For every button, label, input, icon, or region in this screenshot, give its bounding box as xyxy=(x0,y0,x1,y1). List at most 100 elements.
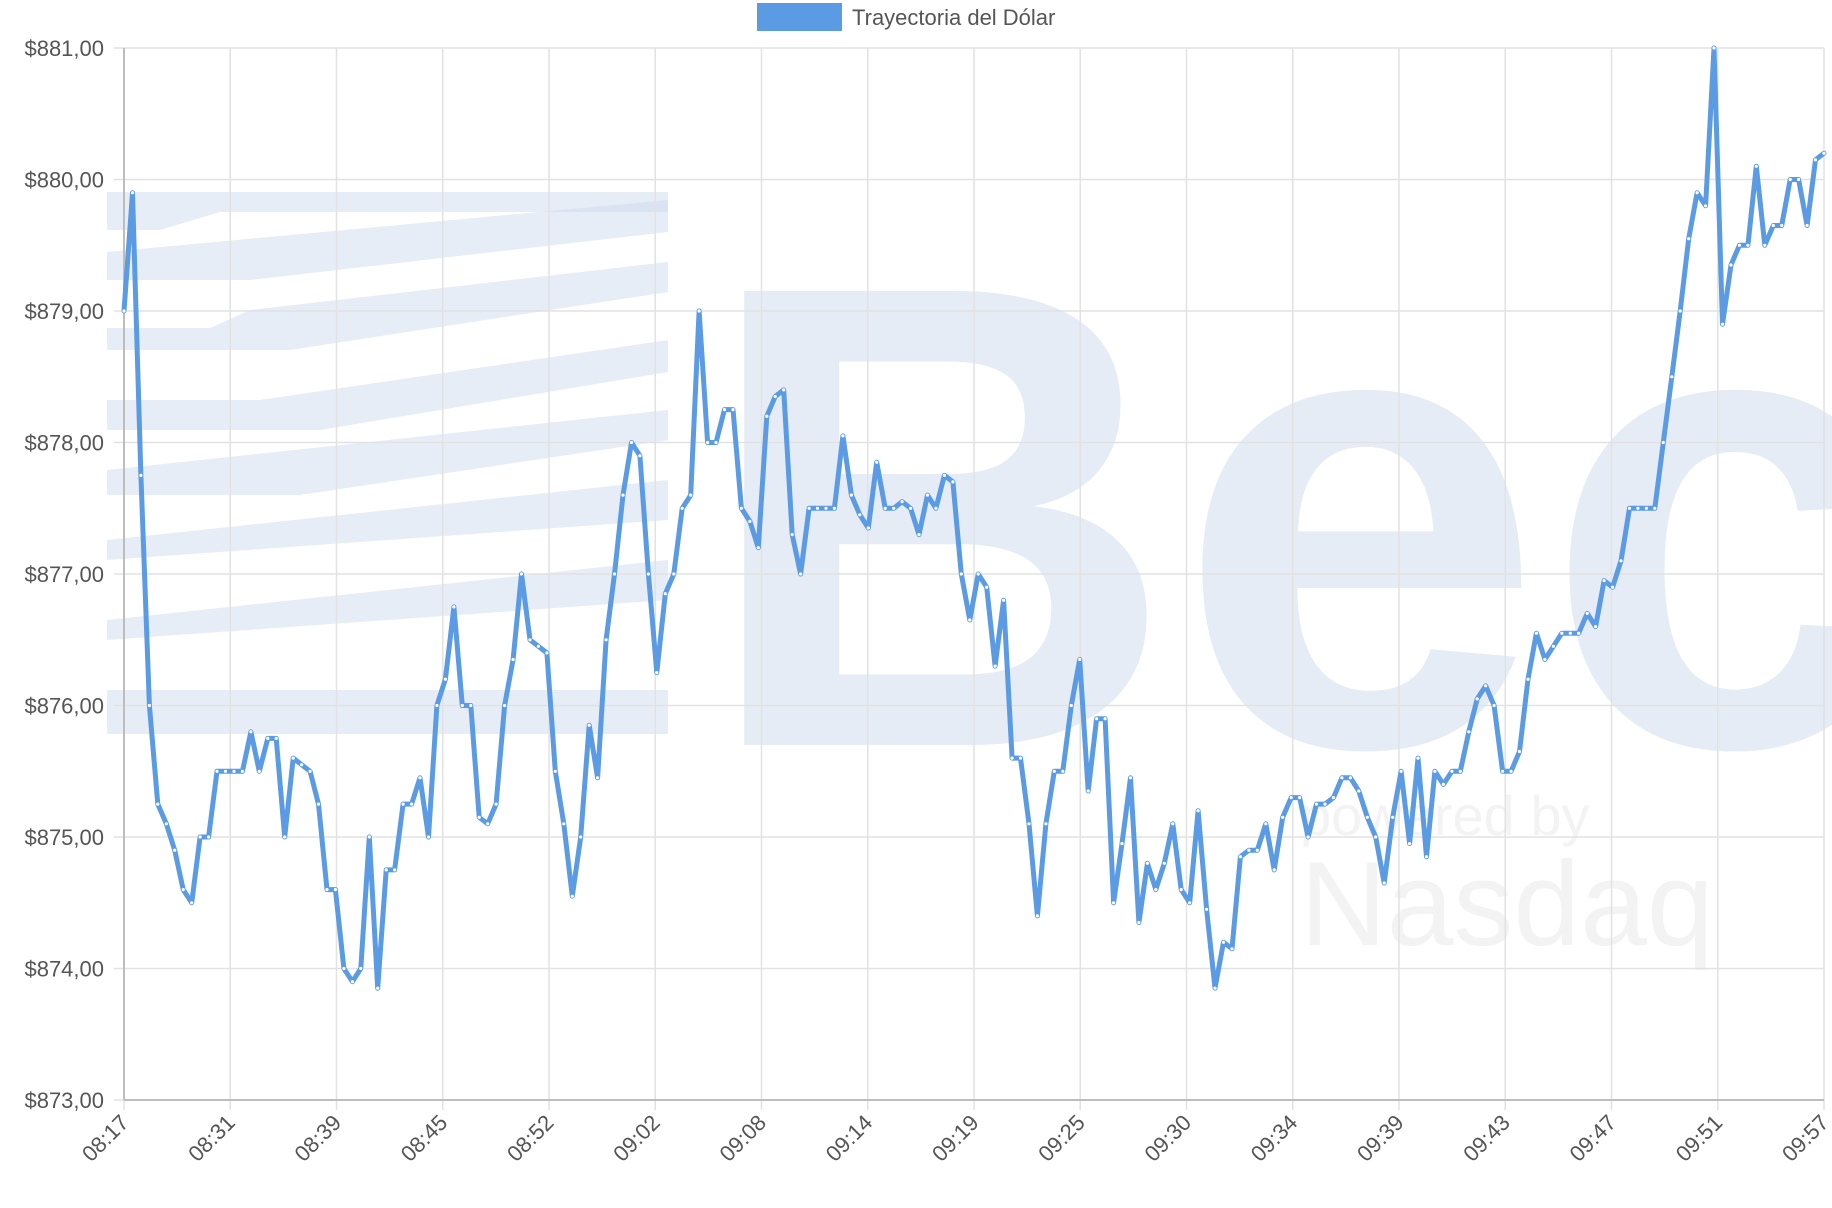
data-point[interactable] xyxy=(909,506,913,510)
data-point[interactable] xyxy=(1179,888,1183,892)
data-point[interactable] xyxy=(1619,559,1623,563)
data-point[interactable] xyxy=(1078,657,1082,662)
data-point[interactable] xyxy=(1594,625,1598,629)
data-point[interactable] xyxy=(1306,835,1310,839)
data-point[interactable] xyxy=(1298,796,1302,800)
data-point[interactable] xyxy=(1205,907,1209,911)
data-point[interactable] xyxy=(951,480,955,484)
data-point[interactable] xyxy=(866,526,870,530)
data-point[interactable] xyxy=(156,802,160,806)
data-point[interactable] xyxy=(1112,901,1116,905)
data-point[interactable] xyxy=(629,440,634,445)
data-point[interactable] xyxy=(706,440,710,445)
data-point[interactable] xyxy=(1467,730,1471,734)
data-point[interactable] xyxy=(342,966,346,971)
data-point[interactable] xyxy=(122,309,126,313)
data-point[interactable] xyxy=(1247,848,1251,852)
data-point[interactable] xyxy=(621,493,625,497)
data-point[interactable] xyxy=(562,822,566,826)
data-point[interactable] xyxy=(1323,802,1327,806)
data-point[interactable] xyxy=(130,191,135,195)
data-point[interactable] xyxy=(257,769,261,773)
data-point[interactable] xyxy=(494,802,498,806)
data-point[interactable] xyxy=(308,769,312,773)
data-point[interactable] xyxy=(756,546,760,550)
data-point[interactable] xyxy=(739,506,744,510)
data-point[interactable] xyxy=(249,730,253,734)
data-point[interactable] xyxy=(1238,855,1242,859)
data-point[interactable] xyxy=(849,493,854,497)
data-point[interactable] xyxy=(672,572,676,576)
data-point[interactable] xyxy=(198,835,202,839)
data-point[interactable] xyxy=(300,763,304,767)
data-point[interactable] xyxy=(968,618,972,622)
data-point[interactable] xyxy=(1103,717,1107,721)
data-point[interactable] xyxy=(519,572,524,576)
data-point[interactable] xyxy=(790,533,794,537)
data-point[interactable] xyxy=(1069,703,1073,708)
data-point[interactable] xyxy=(1746,243,1750,247)
data-point[interactable] xyxy=(384,868,388,872)
data-point[interactable] xyxy=(325,888,329,892)
data-point[interactable] xyxy=(680,506,684,510)
data-point[interactable] xyxy=(207,835,211,839)
data-point[interactable] xyxy=(1044,822,1048,826)
data-point[interactable] xyxy=(1391,815,1395,819)
data-point[interactable] xyxy=(147,703,151,708)
data-point[interactable] xyxy=(604,638,608,642)
data-point[interactable] xyxy=(612,572,617,576)
data-point[interactable] xyxy=(1018,756,1023,760)
data-point[interactable] xyxy=(393,868,397,872)
data-point[interactable] xyxy=(1551,644,1555,648)
data-point[interactable] xyxy=(1585,611,1589,616)
data-point[interactable] xyxy=(697,309,701,313)
data-point[interactable] xyxy=(376,986,380,990)
data-point[interactable] xyxy=(1670,375,1674,379)
data-point[interactable] xyxy=(511,657,515,662)
data-point[interactable] xyxy=(1052,769,1056,773)
data-point[interactable] xyxy=(875,460,879,464)
data-point[interactable] xyxy=(536,644,541,648)
data-point[interactable] xyxy=(782,388,786,392)
data-point[interactable] xyxy=(333,888,337,892)
data-point[interactable] xyxy=(570,894,574,898)
data-point[interactable] xyxy=(1365,815,1369,819)
data-point[interactable] xyxy=(1255,848,1259,852)
data-point[interactable] xyxy=(663,592,667,596)
data-point[interactable] xyxy=(350,980,354,984)
data-point[interactable] xyxy=(1137,920,1141,925)
data-point[interactable] xyxy=(1534,631,1538,635)
data-point[interactable] xyxy=(190,901,194,905)
data-point[interactable] xyxy=(1678,309,1682,313)
data-point[interactable] xyxy=(477,815,481,819)
data-point[interactable] xyxy=(401,802,405,806)
data-point[interactable] xyxy=(1374,835,1378,839)
data-point[interactable] xyxy=(596,776,600,780)
data-point[interactable] xyxy=(1196,809,1200,813)
data-point[interactable] xyxy=(1188,901,1192,905)
data-point[interactable] xyxy=(646,572,651,576)
data-point[interactable] xyxy=(1120,842,1124,846)
data-point[interactable] xyxy=(714,440,718,445)
data-point[interactable] xyxy=(1027,822,1031,826)
data-point[interactable] xyxy=(1560,631,1564,635)
data-point[interactable] xyxy=(1095,717,1099,721)
data-point[interactable] xyxy=(976,572,980,576)
data-point[interactable] xyxy=(1577,631,1581,635)
data-point[interactable] xyxy=(1687,237,1691,241)
data-point[interactable] xyxy=(503,703,507,708)
data-point[interactable] xyxy=(985,585,989,589)
data-point[interactable] xyxy=(1763,243,1767,247)
data-point[interactable] xyxy=(410,802,414,806)
data-point[interactable] xyxy=(1357,789,1361,793)
data-point[interactable] xyxy=(1458,769,1462,773)
data-point[interactable] xyxy=(689,493,693,497)
data-point[interactable] xyxy=(824,506,828,510)
data-point[interactable] xyxy=(359,966,363,971)
data-point[interactable] xyxy=(1289,796,1293,800)
data-point[interactable] xyxy=(1213,986,1217,990)
data-point[interactable] xyxy=(1441,782,1445,787)
data-point[interactable] xyxy=(1813,158,1818,162)
data-point[interactable] xyxy=(1399,769,1403,773)
data-point[interactable] xyxy=(799,572,803,576)
